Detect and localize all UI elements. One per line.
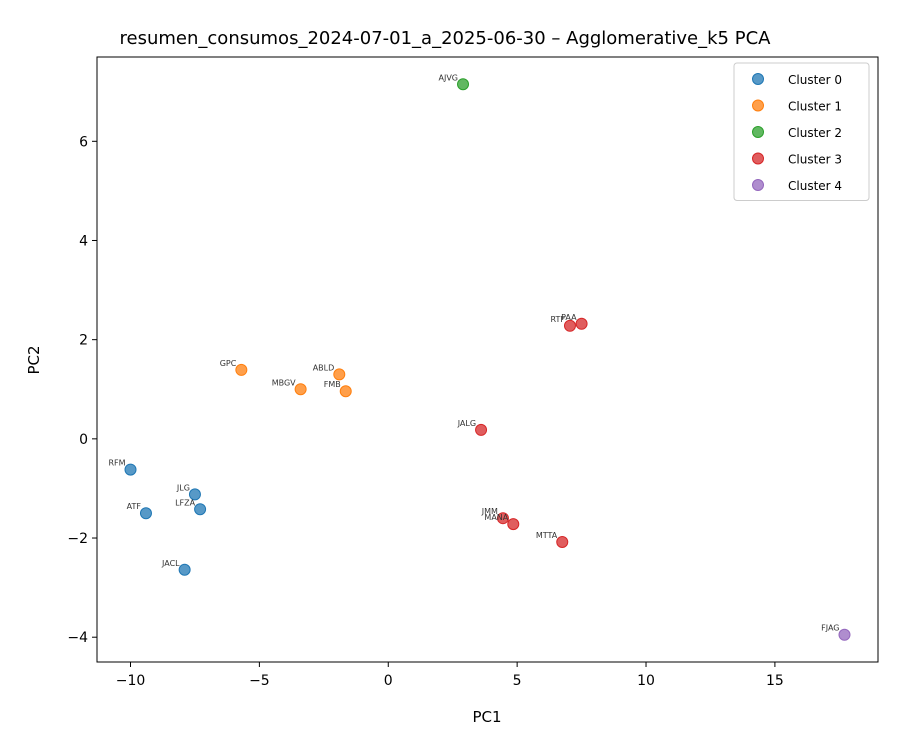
legend-label: Cluster 1 — [788, 100, 842, 114]
x-axis: −10 −5 0 5 10 15 — [116, 662, 784, 689]
point-label: MTTA — [536, 531, 558, 540]
legend-label: Cluster 4 — [788, 179, 842, 193]
legend-marker — [752, 99, 764, 112]
data-point — [333, 368, 346, 381]
legend-marker — [752, 126, 764, 138]
point-label: LFZA — [175, 498, 196, 507]
legend-marker — [752, 73, 764, 85]
point-label: ABLD — [313, 363, 335, 372]
data-point — [563, 319, 576, 332]
y-tick-label: 0 — [79, 432, 88, 448]
x-axis-label: PC1 — [472, 708, 501, 726]
point-label: FJAG — [821, 624, 839, 633]
y-tick-label: 4 — [79, 233, 88, 249]
point-label: RTF — [551, 315, 566, 324]
legend-marker — [752, 179, 764, 191]
point-label: RFM — [108, 459, 125, 468]
x-tick-label: −5 — [249, 673, 270, 689]
legend: Cluster 0 Cluster 1 Cluster 2 Cluster 3 Clus… — [733, 62, 870, 201]
data-point — [124, 463, 137, 476]
point-label: PAA — [561, 313, 577, 322]
data-point — [496, 512, 509, 525]
data-point — [838, 628, 851, 641]
data-point — [178, 563, 191, 576]
plot-frame — [96, 56, 879, 663]
x-tick-label: 0 — [384, 673, 393, 689]
legend-label: Cluster 0 — [788, 73, 842, 87]
data-point — [139, 507, 152, 520]
y-axis: −4 −2 0 2 4 6 — [67, 134, 97, 646]
legend-box — [733, 62, 870, 201]
point-label: MBGV — [272, 378, 296, 387]
x-tick-label: 15 — [766, 673, 784, 689]
data-point — [188, 488, 201, 501]
legend-label: Cluster 3 — [788, 153, 842, 167]
chart-title: resumen_consumos_2024-07-01_a_2025-06-30… — [120, 28, 772, 49]
data-point — [475, 423, 488, 436]
data-point — [575, 317, 588, 330]
data-point — [507, 518, 520, 531]
point-label: GPC — [220, 359, 237, 368]
data-point — [194, 503, 207, 516]
data-point — [457, 78, 470, 91]
y-tick-label: 2 — [79, 333, 88, 349]
point-label: JLG — [176, 483, 190, 492]
y-axis-label: PC2 — [25, 345, 43, 374]
point-label: JACL — [161, 559, 180, 568]
legend-marker — [752, 152, 764, 165]
y-tick-label: 6 — [79, 134, 88, 150]
x-tick-label: −10 — [116, 673, 146, 689]
legend-label: Cluster 2 — [788, 126, 842, 140]
point-label: FMB — [324, 380, 341, 389]
x-tick-label: 5 — [513, 673, 522, 689]
plot-layer: RFM ATF JLG LFZA JACL GPC MBGV ABLD FMB AJVG RTFPA… — [108, 73, 851, 641]
data-point — [235, 363, 248, 376]
point-label: JALG — [457, 419, 476, 428]
point-label: JMM — [481, 507, 498, 516]
y-tick-label: −4 — [67, 630, 88, 646]
point-label: AJVG — [438, 73, 458, 82]
point-label: ATF — [127, 502, 142, 511]
point-label: MANA — [484, 513, 508, 522]
data-point — [294, 383, 307, 396]
data-point — [556, 535, 569, 548]
x-tick-label: 10 — [637, 673, 655, 689]
y-tick-label: −2 — [67, 531, 88, 547]
data-point — [339, 385, 352, 398]
